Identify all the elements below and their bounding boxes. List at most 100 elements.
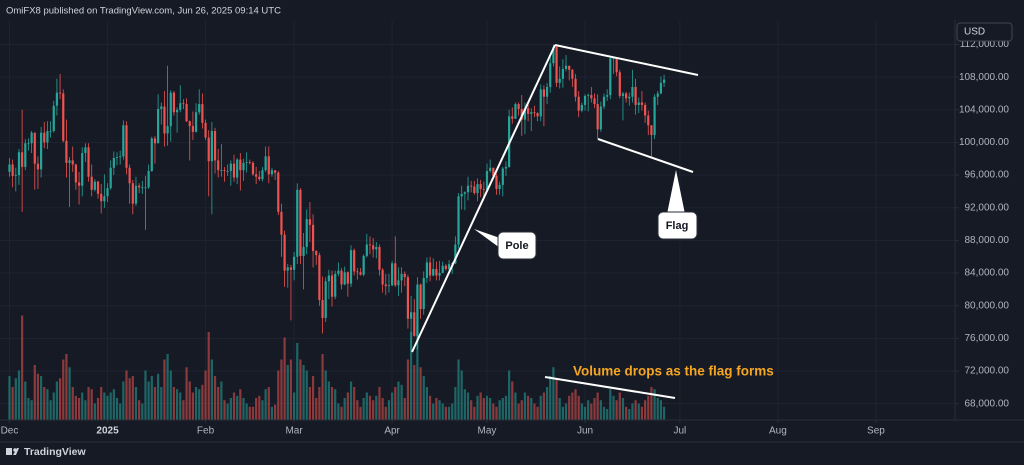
candle-body	[65, 140, 68, 163]
volume-bar	[394, 387, 397, 420]
pole-pointer	[474, 229, 500, 248]
volume-bar	[245, 403, 248, 420]
candle-body	[501, 168, 504, 185]
volume-bar	[662, 406, 666, 420]
volume-bar	[8, 376, 11, 420]
candle-body	[340, 270, 343, 285]
volume-bar	[198, 389, 201, 420]
candle-body	[258, 176, 261, 180]
volume-bar	[217, 387, 220, 420]
candle-body	[169, 92, 172, 127]
volume-bar	[172, 387, 176, 420]
candle-body	[245, 162, 248, 163]
candle-body	[365, 244, 368, 256]
volume-bar	[308, 387, 312, 420]
volume-bar	[327, 381, 330, 420]
flag-bottom-line	[597, 138, 694, 173]
tradingview-logo	[6, 448, 19, 455]
candle-body	[662, 79, 666, 83]
volume-bar	[473, 406, 476, 420]
candle-body	[109, 167, 112, 189]
candle-body	[77, 182, 81, 186]
pole-label: Pole	[505, 240, 528, 252]
volume-bar	[188, 381, 191, 420]
candle-body	[609, 58, 612, 96]
currency-box[interactable]	[956, 22, 1013, 42]
volume-bar	[30, 400, 33, 420]
candle-body	[226, 171, 229, 172]
candle-body	[416, 284, 419, 336]
volume-bar	[384, 406, 387, 420]
candle-body	[43, 132, 46, 143]
volume-bar	[593, 398, 596, 420]
candle-body	[286, 267, 289, 271]
candle-body	[530, 112, 533, 114]
candle-body	[179, 103, 182, 110]
x-tick-label: Feb	[197, 426, 215, 437]
candle-body	[58, 92, 62, 94]
candle-body	[90, 176, 93, 190]
candle-body	[470, 185, 473, 187]
candle-body	[261, 170, 264, 180]
volume-bar	[62, 359, 65, 420]
candle-body	[343, 272, 346, 285]
volume-bar	[115, 398, 119, 420]
volume-bar	[580, 403, 583, 420]
candle-body	[175, 109, 179, 113]
candle-body	[359, 272, 362, 275]
volume-bar	[119, 403, 122, 420]
volume-bar	[343, 398, 346, 420]
volume-bar	[555, 378, 558, 420]
volume-bar	[150, 376, 153, 420]
volume-bar	[387, 400, 391, 420]
volume-bar	[40, 376, 43, 420]
volume-bar	[144, 370, 147, 420]
volume-bar	[239, 389, 242, 420]
flag-label: Flag	[666, 220, 689, 232]
volume-bar	[422, 376, 425, 420]
volume-bar	[511, 381, 514, 420]
volume-bar	[609, 389, 612, 420]
candle-body	[302, 246, 305, 256]
candle-body	[201, 104, 204, 123]
volume-bar	[213, 376, 217, 420]
y-tick-label: 108,000.00	[959, 72, 1009, 83]
candle-body	[33, 132, 36, 164]
volume-bar	[182, 400, 185, 420]
volume-bar	[299, 359, 302, 420]
footer-brand: TradingView	[24, 446, 86, 458]
candle-body	[593, 98, 596, 105]
volume-bar	[71, 387, 74, 420]
candle-body	[381, 269, 384, 285]
candle-body	[144, 187, 147, 189]
volume-note: Volume drops as the flag forms	[573, 364, 774, 379]
candle-body	[409, 312, 413, 319]
candle-body	[299, 189, 302, 256]
volume-bar	[274, 404, 277, 420]
volume-bar	[134, 387, 138, 420]
volume-bar	[337, 403, 340, 420]
volume-bar	[587, 400, 590, 420]
volume-bar	[650, 387, 653, 420]
candle-body	[153, 138, 157, 144]
volume-bar	[466, 392, 470, 420]
volume-bar	[232, 392, 236, 420]
volume-bar	[153, 387, 157, 420]
volume-bar	[353, 387, 356, 420]
candle-body	[606, 95, 609, 97]
candle-body	[536, 113, 539, 117]
volume-bar	[625, 406, 628, 420]
candle-body	[625, 93, 628, 99]
volume-bar	[530, 398, 533, 420]
volume-bar	[533, 403, 536, 420]
volume-bar	[125, 370, 128, 420]
candle-body	[40, 132, 43, 170]
volume-bar	[296, 343, 299, 420]
volume-bar	[425, 387, 429, 420]
volume-bar	[378, 387, 381, 420]
volume-bar	[647, 395, 650, 420]
volume-bar	[289, 359, 293, 420]
candle-body	[492, 167, 495, 176]
volume-bar	[194, 387, 198, 420]
volume-bar	[482, 398, 485, 420]
